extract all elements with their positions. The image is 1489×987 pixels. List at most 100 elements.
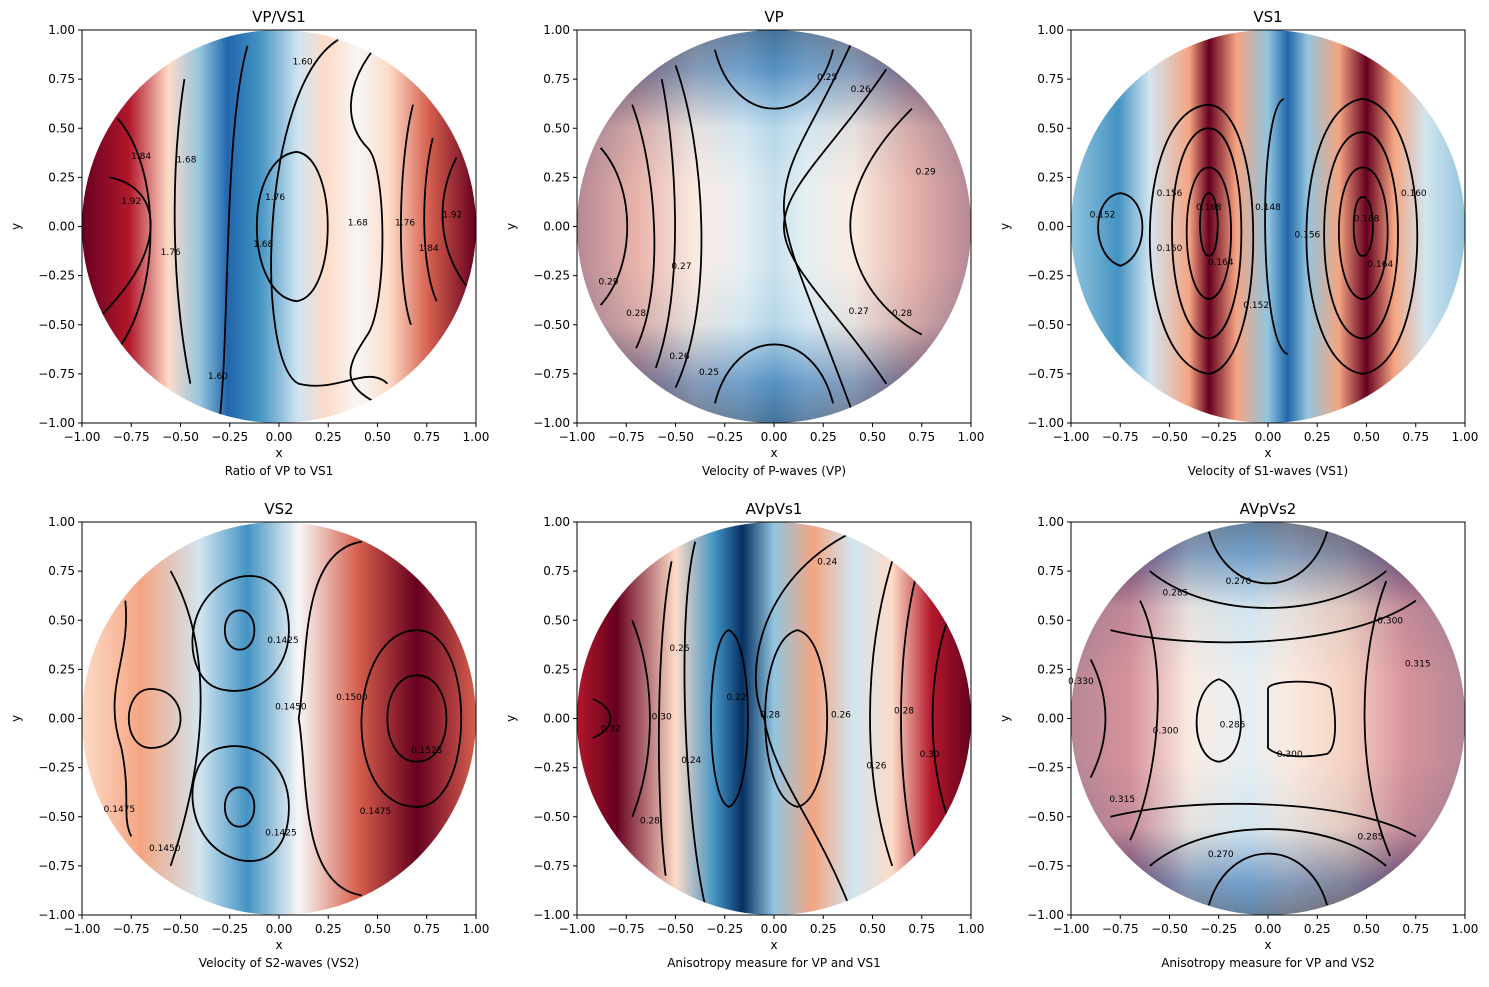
x-tick-label: 0.25 [810, 922, 837, 936]
contour-label-3: 0.168 [1196, 203, 1222, 213]
y-tick-label: −0.25 [38, 761, 75, 775]
y-tick-label: 0.75 [543, 564, 570, 578]
y-tick-label: −0.50 [38, 318, 75, 332]
contour-label-12: 0.28 [640, 817, 660, 827]
x-tick-label: −0.25 [1200, 430, 1237, 444]
contour-line-5 [657, 561, 673, 876]
contour-line-3 [191, 575, 290, 692]
contour-line-9 [674, 65, 703, 388]
panel-6: 0.270 0.285 0.300 0.315 0.330 0.300 0.285 0.300… [998, 500, 1478, 970]
panel-4: 0.1425 0.1450 0.1500 0.1525 0.1475 0.1475 0.14… [9, 500, 489, 970]
x-tick-label: 0.00 [266, 922, 293, 936]
x-tick-label: 0.00 [266, 430, 293, 444]
contour-label-11: 0.270 [1208, 850, 1234, 860]
x-tick-label: −1.00 [1053, 430, 1090, 444]
y-tick-label: −1.00 [38, 908, 75, 922]
contour-label-2: 0.156 [1157, 189, 1183, 199]
x-tick-label: 0.25 [810, 430, 837, 444]
contour-line-10 [169, 570, 202, 867]
contour-line-4 [849, 107, 923, 336]
x-tick-label: 0.00 [761, 430, 788, 444]
x-tick-label: −0.50 [1151, 430, 1188, 444]
contour-line-10 [1363, 580, 1391, 857]
contour-label-6: 1.76 [265, 193, 285, 203]
contour-label-6: 0.24 [681, 756, 701, 766]
contour-label-12: 1.60 [208, 372, 228, 382]
contour-label-7: 0.27 [849, 307, 869, 317]
y-tick-label: −1.00 [1027, 908, 1064, 922]
contour-lines [599, 39, 923, 414]
y-axis-label: y [998, 223, 1012, 230]
contour-label-8: 0.300 [1277, 750, 1303, 760]
x-tick-label: −0.75 [1102, 922, 1139, 936]
y-tick-label: 0.25 [543, 170, 570, 184]
x-tick-label: −0.75 [113, 922, 150, 936]
contour-line-2 [1149, 103, 1255, 375]
y-tick-label: −1.00 [38, 416, 75, 430]
contour-line-4 [683, 541, 706, 906]
y-tick-label: −0.75 [38, 367, 75, 381]
contour-label-1: 0.25 [817, 73, 837, 83]
contour-label-11: 1.92 [442, 211, 462, 221]
contour-label-1: 0.1425 [267, 636, 299, 646]
contour-line-2 [764, 629, 829, 808]
y-tick-label: 0.75 [543, 72, 570, 86]
contour-line-4 [219, 45, 249, 418]
y-tick-label: 0.00 [543, 220, 570, 234]
y-tick-label: 0.50 [543, 121, 570, 135]
x-tick-label: 0.75 [413, 922, 440, 936]
x-tick-label: −1.00 [559, 922, 596, 936]
contour-line-7 [599, 147, 629, 306]
y-tick-label: −0.50 [38, 810, 75, 824]
y-tick-label: 0.75 [1037, 72, 1064, 86]
contour-label-5: 0.30 [652, 713, 672, 723]
panel-title: AVpVs2 [1240, 500, 1297, 518]
contour-label-3: 0.29 [916, 167, 936, 177]
y-tick-label: −0.75 [1027, 859, 1064, 873]
panel-title: VP [764, 8, 783, 26]
contour-line-6 [631, 104, 656, 349]
x-tick-label: 0.50 [364, 430, 391, 444]
x-tick-label: 1.00 [1452, 922, 1479, 936]
y-tick-label: −0.50 [1027, 810, 1064, 824]
contour-line-9 [1338, 166, 1389, 301]
contour-label-10: 0.285 [1358, 832, 1384, 842]
contour-label-9: 1.76 [395, 219, 415, 229]
contour-label-1: 0.270 [1226, 577, 1252, 587]
y-tick-label: −0.25 [533, 269, 570, 283]
y-tick-label: 0.00 [543, 712, 570, 726]
contour-label-6: 0.1475 [360, 807, 392, 817]
contour-label-3: 0.1500 [336, 693, 368, 703]
contour-label-8: 0.28 [892, 309, 912, 319]
x-tick-label: −0.50 [162, 922, 199, 936]
y-tick-label: 0.00 [48, 220, 75, 234]
contour-line-10 [931, 620, 949, 818]
y-tick-label: −1.00 [533, 416, 570, 430]
x-tick-label: 0.75 [908, 922, 935, 936]
heatmap-overlay [577, 30, 971, 423]
y-tick-label: 0.50 [48, 613, 75, 627]
contour-label-8: 1.68 [348, 219, 368, 229]
contour-line-10 [1352, 196, 1374, 257]
y-tick-label: −0.75 [38, 859, 75, 873]
contour-label-2: 0.285 [1163, 589, 1189, 599]
contour-label-4: 1.68 [176, 156, 196, 166]
heatmap-field [1071, 30, 1465, 423]
panel-title: VS1 [1253, 8, 1282, 26]
contour-lines [1097, 97, 1419, 375]
contour-label-6: 0.27 [671, 262, 691, 272]
contour-lines [592, 530, 949, 906]
contour-line-8 [714, 343, 834, 404]
y-tick-label: 0.50 [48, 121, 75, 135]
y-tick-label: 0.25 [48, 170, 75, 184]
contour-line-8 [399, 104, 414, 326]
x-tick-label: 0.25 [1304, 430, 1331, 444]
contour-label-3: 0.22 [727, 693, 747, 703]
panel-caption: Velocity of S2-waves (VS2) [199, 956, 359, 970]
contour-label-8: 0.26 [831, 711, 851, 721]
x-tick-label: 0.25 [315, 430, 342, 444]
heatmap-base [82, 30, 476, 423]
contour-label-7: 0.28 [760, 711, 780, 721]
y-tick-label: 1.00 [1037, 23, 1064, 37]
contour-lines [113, 540, 463, 897]
